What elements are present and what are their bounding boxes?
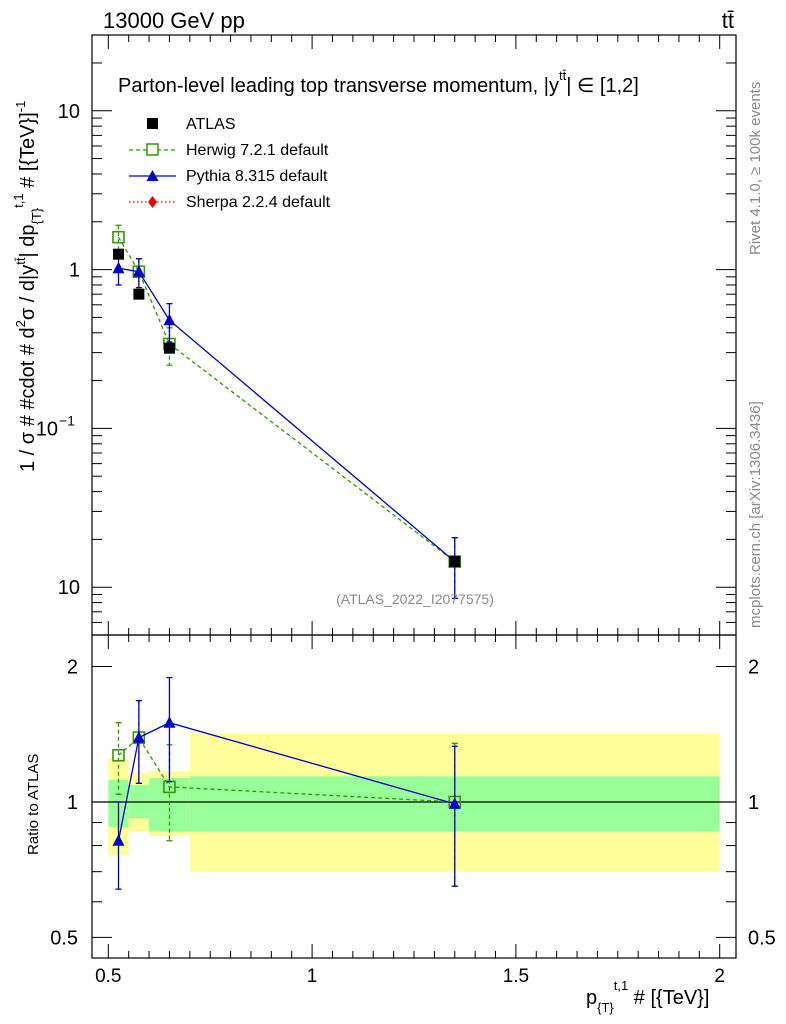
ratio-y-tick-label-right: 0.5 — [748, 927, 776, 949]
svg-text:p{T}t,1 # [{TeV}]: p{T}t,1 # [{TeV}] — [586, 978, 709, 1015]
legend-sherpa-marker — [148, 196, 157, 208]
plot-title-tail: | ∈ [1,2] — [566, 75, 639, 97]
legend-pythia-marker — [146, 170, 159, 181]
ratio-herwig-line — [118, 736, 455, 803]
y-tick-label: 10 — [36, 418, 58, 440]
ylabel-part-6: t,1 — [11, 193, 26, 207]
pythia-point — [163, 313, 176, 326]
ylabel-part-5: {T} — [29, 207, 44, 224]
ratio-y-tick-label-left: 1 — [67, 792, 78, 814]
pythia-line — [118, 267, 456, 563]
mcplots-label: mcplots.cern.ch [arXiv:1306.3436] — [747, 401, 764, 628]
main-y-axis-label: 1 / σ # #cdot # d2σ / d|ytt̄| dp{T}t,1 #… — [11, 101, 44, 472]
legend-sherpa-label: Sherpa 2.2.4 default — [186, 194, 331, 211]
ratio-y-tick-label-left: 2 — [67, 657, 78, 679]
atlas-point — [163, 342, 175, 354]
ylabel-part-2: σ / d|y — [17, 265, 39, 320]
ylabel-part-4: | dp — [17, 225, 39, 258]
ylabel-part-3: tt̄ — [13, 257, 28, 265]
xlabel-part-0: p — [586, 987, 597, 1009]
pythia-point — [112, 261, 125, 274]
x-tick-label: 1 — [307, 966, 318, 987]
legend-item-sherpa: Sherpa 2.2.4 default — [129, 194, 331, 211]
process-label: tt̄ — [722, 8, 734, 33]
x-tick-label: 1.5 — [503, 966, 529, 987]
ratio-pythia-line — [117, 722, 455, 841]
ylabel-part-1: 2 — [13, 320, 28, 327]
atlas-point — [112, 248, 124, 260]
y-tick-label-exponent: −1 — [59, 412, 75, 428]
svg-text:Parton-level leading top trans: Parton-level leading top transverse mome… — [118, 68, 639, 97]
ratio-herwig-point — [112, 748, 125, 762]
x-tick-label: 0.5 — [95, 966, 121, 987]
ratio-y-tick-label-left: 0.5 — [50, 927, 78, 949]
x-axis-label: p{T}t,1 # [{TeV}] — [586, 978, 709, 1015]
ratio-pythia-point — [448, 797, 461, 809]
atlas-point — [133, 288, 145, 300]
ratio-pythia-point — [112, 834, 125, 846]
plot-title: Parton-level leading top transverse mome… — [118, 68, 639, 97]
ratio-y-tick-label-right: 1 — [748, 792, 759, 814]
pythia-point — [132, 265, 145, 277]
ratio-pythia-point — [132, 731, 145, 743]
xlabel-part-1: {T} — [597, 1000, 614, 1015]
ratio-pythia-point — [163, 716, 176, 728]
y-tick-label: 1 — [69, 260, 80, 282]
xlabel-part-3: # [{TeV}] — [628, 987, 709, 1009]
ylabel-part-8: -1 — [13, 101, 28, 113]
legend-atlas-label: ATLAS — [186, 116, 236, 133]
ratio-y-axis-label: Ratio to ATLAS — [25, 754, 42, 855]
y-tick-label: 10 — [58, 101, 80, 123]
x-tick-label: 2 — [714, 966, 725, 987]
ylabel-part-0: 1 / σ # #cdot # d — [17, 327, 39, 472]
plot-title-text: Parton-level leading top transverse mome… — [118, 75, 559, 97]
atlas-point — [449, 556, 461, 568]
svg-text:1 / σ # #cdot # d2σ / d|ytt̄|: 1 / σ # #cdot # d2σ / d|ytt̄| dp{T}t,1 #… — [11, 101, 44, 472]
legend-item-herwig: Herwig 7.2.1 default — [129, 142, 329, 159]
legend: ATLAS Herwig 7.2.1 default Pythia 8.315 … — [129, 116, 331, 211]
plot-title-super: tt̄ — [559, 68, 567, 83]
rivet-label: Rivet 4.1.0, ≥ 100k events — [747, 82, 764, 255]
y-tick-label: 10 — [58, 577, 80, 599]
legend-herwig-label: Herwig 7.2.1 default — [186, 142, 329, 159]
energy-label: 13000 GeV pp — [103, 8, 245, 33]
legend-pythia-label: Pythia 8.315 default — [186, 168, 328, 185]
ylabel-part-7: # [{TeV}] — [17, 112, 39, 193]
legend-item-pythia: Pythia 8.315 default — [129, 168, 328, 185]
ratio-panel: 0.5 1 1.5 2 2 2 1 1 0.5 0.5 — [50, 634, 776, 987]
legend-atlas-marker — [147, 118, 158, 129]
herwig-line — [117, 236, 456, 563]
xlabel-part-2: t,1 — [614, 978, 628, 993]
herwig-point — [112, 230, 125, 244]
legend-item-atlas: ATLAS — [147, 116, 236, 133]
ratio-y-tick-label-right: 2 — [748, 657, 759, 679]
legend-herwig-marker — [146, 143, 159, 156]
analysis-watermark: (ATLAS_2022_I2077575) — [336, 591, 494, 607]
